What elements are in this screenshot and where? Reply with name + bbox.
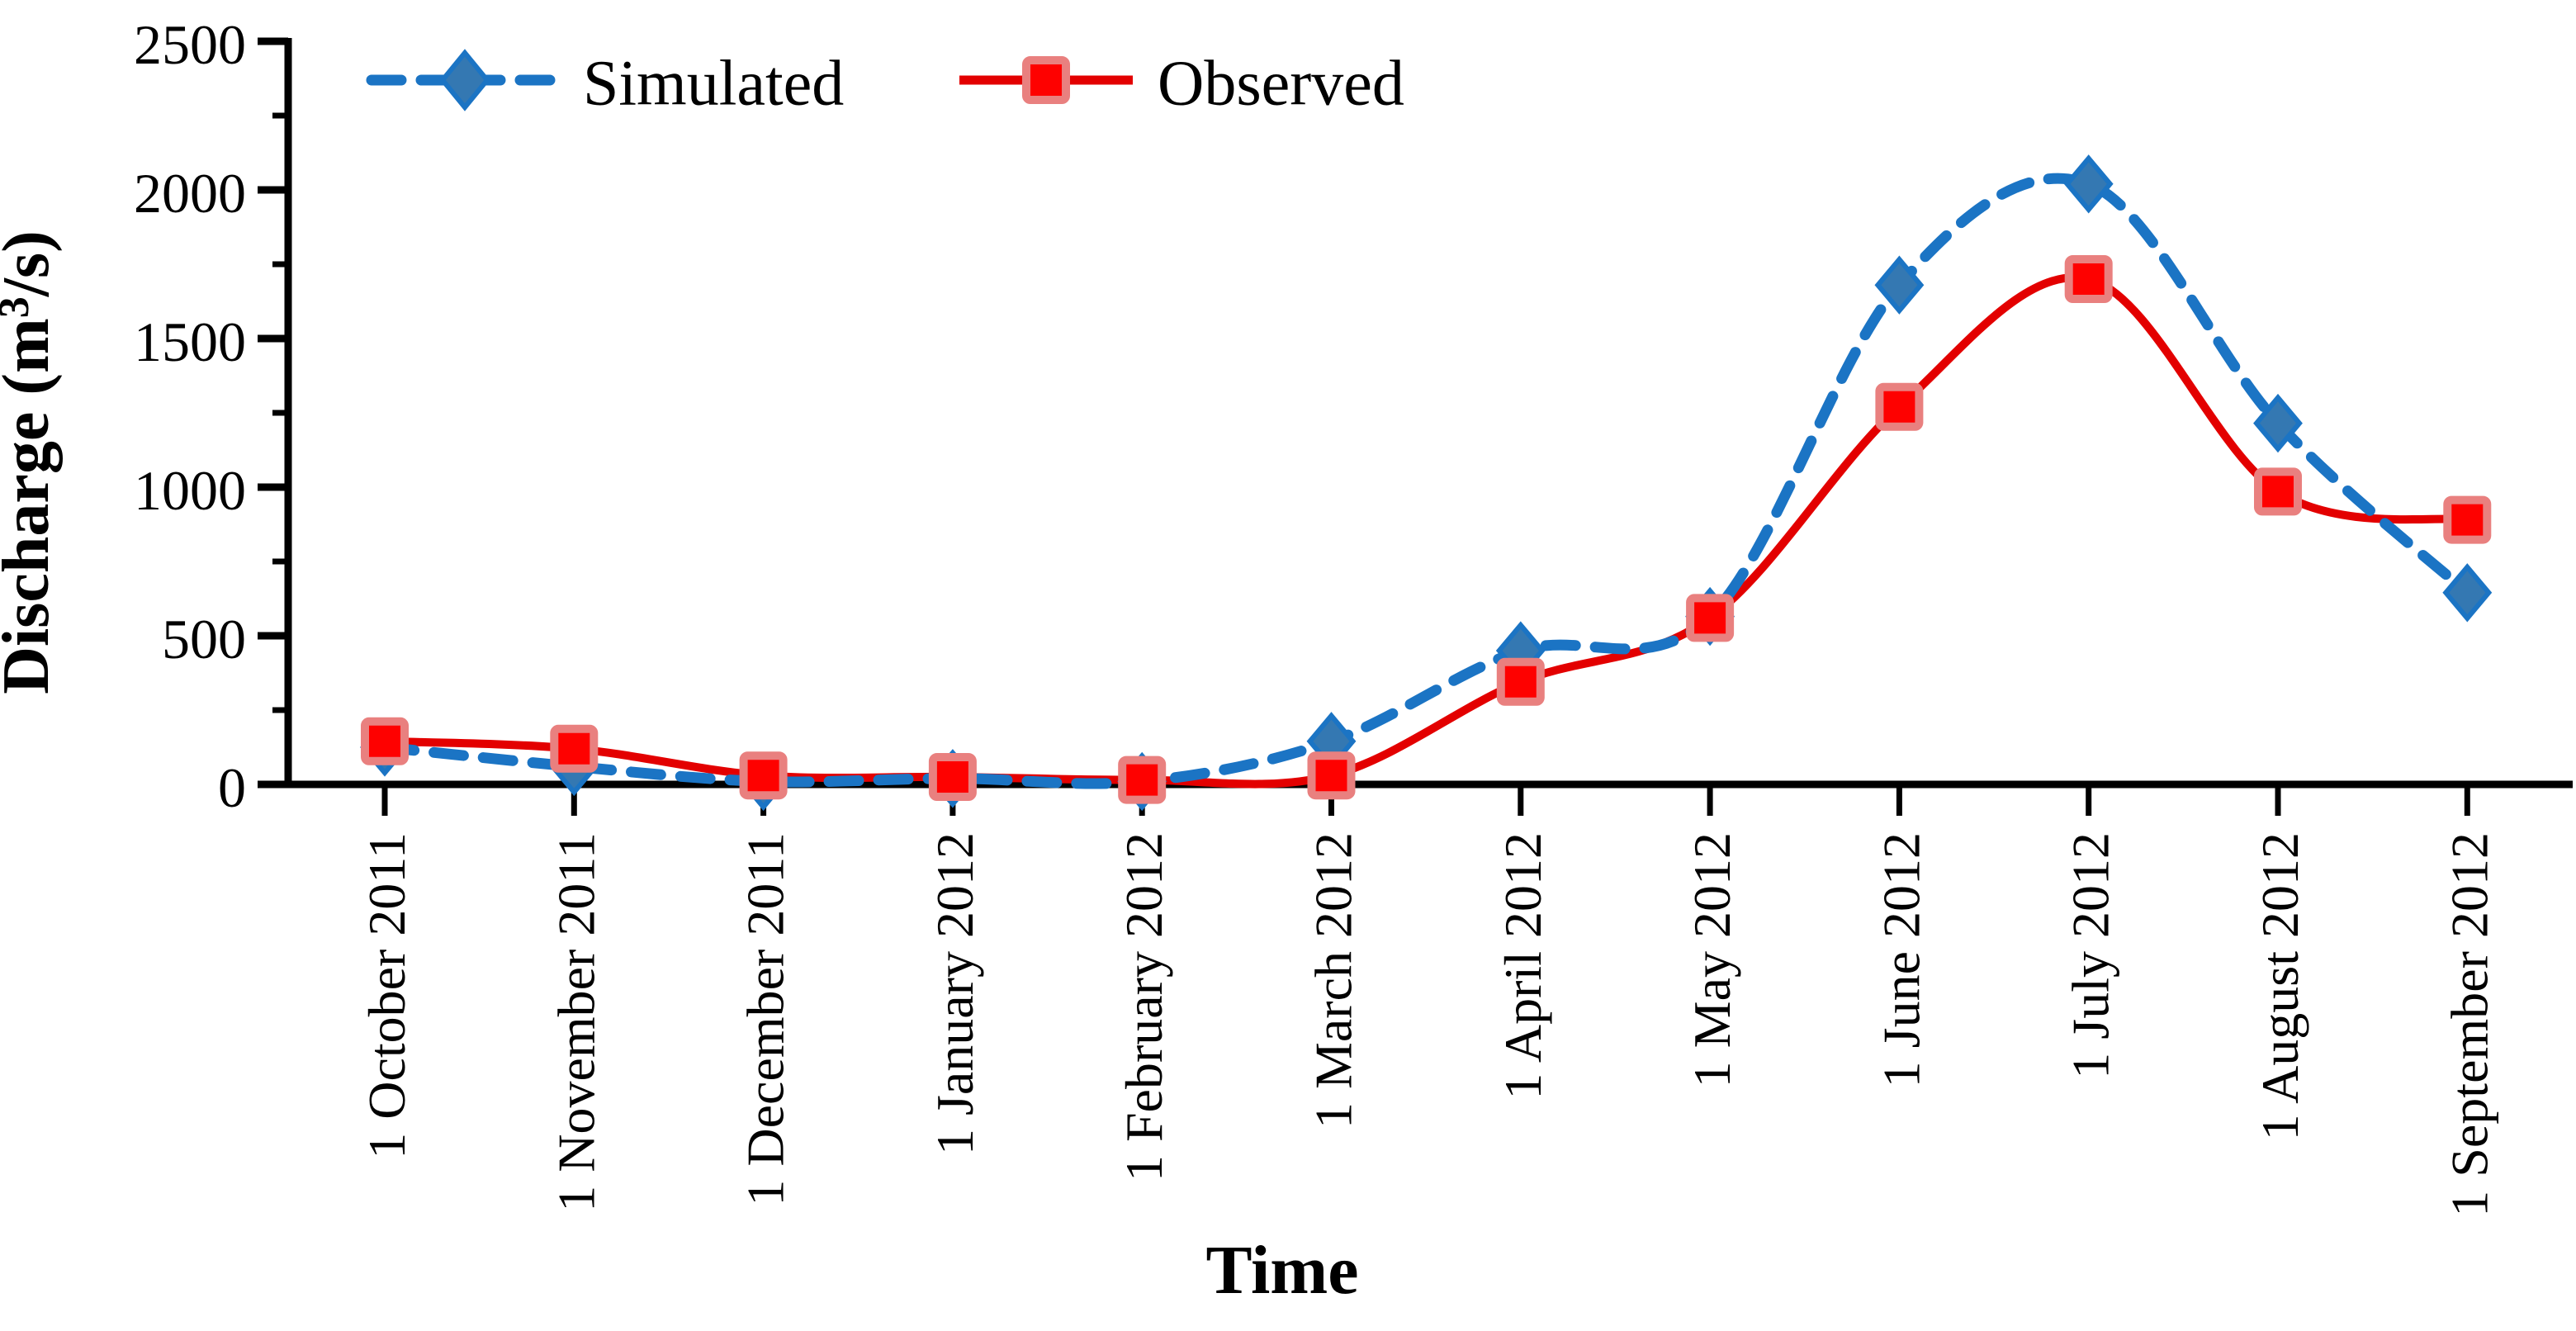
observed-point-marker bbox=[2064, 255, 2113, 303]
x-tick-label: 1 April 2012 bbox=[1494, 832, 1552, 1100]
y-tick-label: 0 bbox=[218, 756, 246, 819]
x-tick-label: 1 September 2012 bbox=[2440, 832, 2498, 1217]
observed-point-marker bbox=[2443, 495, 2492, 544]
x-axis-title: Time bbox=[1205, 1232, 1358, 1309]
observed-line bbox=[384, 273, 2469, 789]
x-tick-label: 1 March 2012 bbox=[1305, 832, 1363, 1129]
x-tick-label: 1 February 2012 bbox=[1115, 832, 1173, 1182]
legend-observed-label: Observed bbox=[1158, 47, 1404, 119]
observed-point-marker bbox=[361, 717, 409, 765]
x-tick-label: 1 January 2012 bbox=[926, 832, 984, 1155]
observed-point-marker bbox=[928, 753, 977, 801]
x-tick-label: 1 June 2012 bbox=[1872, 832, 1930, 1087]
x-tick-label: 1 July 2012 bbox=[2062, 832, 2120, 1079]
x-tick-label: 1 August 2012 bbox=[2251, 832, 2309, 1140]
x-tick-label: 1 December 2011 bbox=[736, 832, 795, 1206]
observed-point-marker bbox=[1118, 755, 1167, 804]
y-tick-label: 2500 bbox=[134, 13, 246, 76]
observed-point-marker bbox=[550, 724, 599, 773]
x-tick-label: 1 October 2011 bbox=[358, 832, 416, 1159]
simulated-point-marker bbox=[1874, 255, 1925, 315]
simulated-point-marker bbox=[2253, 393, 2303, 453]
simulated-point-marker bbox=[2442, 563, 2493, 623]
plot-layer: 0 500 1000 1500 2000 2500 1 October 2011 1 Nove… bbox=[134, 13, 2573, 1217]
legend-observed-square-icon bbox=[1022, 56, 1070, 104]
observed-point-marker bbox=[1307, 751, 1356, 800]
observed-point-marker bbox=[1686, 594, 1735, 642]
y-tick-label: 2000 bbox=[134, 162, 246, 225]
y-tick-label: 1000 bbox=[134, 459, 246, 522]
x-tick-label: 1 November 2011 bbox=[547, 832, 605, 1212]
observed-point-marker bbox=[2254, 467, 2302, 516]
observed-point-marker bbox=[1496, 657, 1545, 706]
y-tick-label: 500 bbox=[162, 608, 246, 670]
observed-point-marker bbox=[1875, 382, 1924, 431]
y-tick-label: 1500 bbox=[134, 310, 246, 373]
legend-simulated-diamond-icon bbox=[439, 49, 490, 111]
observed-point-marker bbox=[739, 751, 788, 800]
y-axis-title: Discharge (m3/s) bbox=[0, 230, 63, 694]
simulated-line bbox=[379, 173, 2473, 789]
legend-simulated-label: Simulated bbox=[583, 47, 844, 119]
x-tick-label: 1 May 2012 bbox=[1683, 832, 1741, 1087]
simulated-point-marker bbox=[2063, 154, 2114, 214]
legend: Simulated Observed bbox=[366, 47, 1404, 119]
